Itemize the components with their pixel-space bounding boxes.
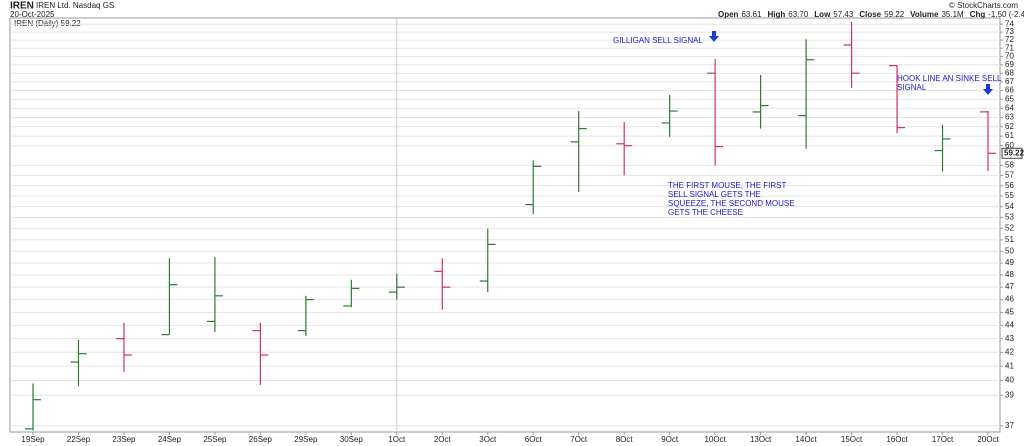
y-tick-label: 64 (1005, 103, 1014, 112)
y-tick-label: 57 (1005, 171, 1014, 180)
quote-label: Open (718, 10, 739, 19)
y-tick-label: 52 (1005, 224, 1014, 233)
legend: IREN (Daily) 59.22 (14, 19, 81, 28)
last-price-box (1001, 147, 1023, 159)
y-tick-label: 66 (1005, 86, 1014, 95)
y-tick-label: 50 (1005, 246, 1014, 255)
x-tick-label: 23Sep (112, 435, 136, 444)
x-tick-label: 13Oct (750, 435, 772, 444)
annotation: HOOK LINE AN SINKE SELL (897, 74, 1002, 83)
y-tick-label: 55 (1005, 191, 1014, 200)
x-tick-label: 26Sep (249, 435, 273, 444)
y-tick-label: 61 (1005, 131, 1014, 140)
quote-value: 57.43 (833, 10, 854, 19)
signal-arrow (983, 84, 993, 95)
y-tick-label: 41 (1005, 361, 1014, 370)
annotation: SELL SIGNAL GETS THE (668, 190, 761, 199)
annotation: THE FIRST MOUSE, THE FIRST (668, 181, 786, 190)
annotation: SQUEEZE, THE SECOND MOUSE (668, 199, 795, 208)
x-tick-label: 2Oct (434, 435, 452, 444)
annotation: GILLIGAN SELL SIGNAL (613, 36, 704, 45)
y-tick-label: 49 (1005, 258, 1014, 267)
x-tick-label: 9Oct (661, 435, 679, 444)
y-tick-label: 70 (1005, 52, 1014, 61)
y-tick-label: 51 (1005, 235, 1014, 244)
annotation: SIGNAL (897, 83, 927, 92)
x-tick-label: 1Oct (388, 435, 406, 444)
x-tick-label: 22Sep (67, 435, 91, 444)
y-tick-label: 48 (1005, 270, 1014, 279)
quote-value: 59.22 (884, 10, 905, 19)
x-tick-label: 8Oct (616, 435, 634, 444)
quote-label: Chg (970, 10, 986, 19)
y-tick-label: 54 (1005, 202, 1014, 211)
quote-value: -1.50 (-2.47%) (988, 10, 1024, 19)
date: 20-Oct-2025 (10, 10, 55, 19)
y-tick-label: 53 (1005, 213, 1014, 222)
y-tick-label: 69 (1005, 60, 1014, 69)
y-tick-label: 67 (1005, 77, 1014, 86)
plot-frame (9, 17, 1001, 433)
company: IREN Ltd. Nasdaq GS (36, 1, 114, 10)
quote-label: Close (859, 10, 881, 19)
signal-arrow (709, 31, 719, 42)
y-tick-label: 62 (1005, 122, 1014, 131)
y-tick-label: 40 (1005, 376, 1014, 385)
x-tick-label: 16Oct (886, 435, 908, 444)
quote-label: High (767, 10, 785, 19)
y-tick-label: 46 (1005, 295, 1014, 304)
y-tick-label: 65 (1005, 94, 1014, 103)
symbol: IREN (10, 1, 34, 12)
y-tick-label: 58 (1005, 160, 1014, 169)
x-tick-label: 17Oct (932, 435, 954, 444)
source: © StockCharts.com (949, 1, 1018, 10)
last-price: 59.22 (1004, 148, 1024, 157)
x-tick-label: 24Sep (158, 435, 182, 444)
x-tick-label: 15Oct (841, 435, 863, 444)
x-tick-label: 29Sep (294, 435, 318, 444)
y-tick-label: 44 (1005, 320, 1014, 329)
y-tick-label: 56 (1005, 181, 1014, 190)
quote-label: Low (814, 10, 831, 19)
x-tick-label: 6Oct (525, 435, 543, 444)
y-tick-label: 47 (1005, 282, 1014, 291)
quote-label: Volume (910, 10, 939, 19)
quote-value: 63.70 (788, 10, 809, 19)
y-tick-label: 42 (1005, 347, 1014, 356)
y-tick-label: 39 (1005, 390, 1014, 399)
y-tick-label: 73 (1005, 27, 1014, 36)
x-tick-label: 3Oct (479, 435, 497, 444)
x-tick-label: 30Sep (340, 435, 364, 444)
y-tick-label: 72 (1005, 35, 1014, 44)
x-tick-label: 10Oct (704, 435, 726, 444)
y-tick-label: 63 (1005, 113, 1014, 122)
y-tick-label: 68 (1005, 68, 1014, 77)
y-tick-label: 45 (1005, 307, 1014, 316)
annotation: GETS THE CHEESE (668, 208, 743, 217)
quote-value: 35.1M (941, 10, 964, 19)
x-tick-label: 20Oct (977, 435, 999, 444)
y-tick-label: 74 (1005, 19, 1014, 28)
y-tick-label: 37 (1005, 421, 1014, 430)
y-tick-label: 71 (1005, 43, 1014, 52)
y-tick-label: 60 (1005, 141, 1014, 150)
x-tick-label: 19Sep (21, 435, 45, 444)
quote-value: 63.61 (741, 10, 762, 19)
x-tick-label: 7Oct (570, 435, 588, 444)
x-tick-label: 25Sep (203, 435, 227, 444)
x-tick-label: 14Oct (795, 435, 817, 444)
y-tick-label: 43 (1005, 334, 1014, 343)
